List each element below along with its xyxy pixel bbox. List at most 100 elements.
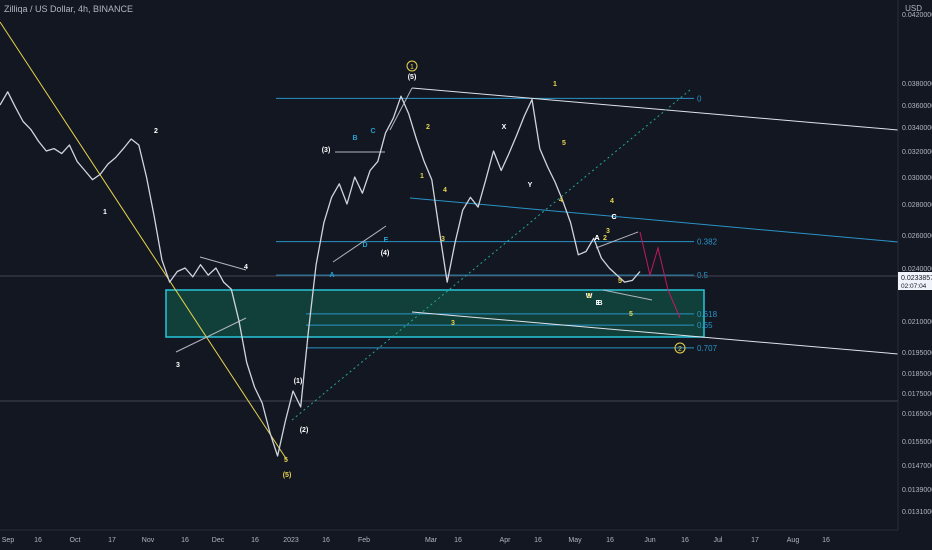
wave-label: Y xyxy=(528,182,533,189)
upper-channel-line xyxy=(411,87,899,131)
wave-label: W xyxy=(586,293,593,300)
wave-label: E xyxy=(384,237,389,244)
wave-label: 2 xyxy=(603,235,607,242)
wave-label: A xyxy=(594,235,599,242)
price-series-line xyxy=(0,91,641,457)
triangle-upper-line xyxy=(199,256,247,271)
projection-path xyxy=(639,231,681,319)
wave-label: (3) xyxy=(322,147,331,154)
currency-label: USD xyxy=(905,4,922,13)
wave-label: 3 xyxy=(176,362,180,369)
wave-label: 4 xyxy=(559,197,563,204)
circled-wave-marker xyxy=(674,342,686,354)
wave-label: 1 xyxy=(553,81,557,88)
x-tick-label: 16 xyxy=(181,537,189,544)
wave-label: 4 xyxy=(244,264,248,271)
y-tick-label: 0.01310000 xyxy=(902,509,932,516)
wave-label: (2) xyxy=(300,427,309,434)
wave-label: B xyxy=(352,135,357,142)
wedge-upper-line xyxy=(389,87,413,131)
wave-label: A xyxy=(329,272,334,279)
lower-channel-line xyxy=(411,311,899,355)
fib-level-label: 0.382 xyxy=(697,238,718,247)
x-tick-label: May xyxy=(568,537,582,544)
wave-label: 4 xyxy=(610,198,614,205)
circled-wave-label: 2 xyxy=(678,346,682,353)
wave-label: (1) xyxy=(294,378,303,385)
x-tick-label: Sep xyxy=(2,537,15,544)
x-tick-label: Feb xyxy=(358,537,370,544)
x-tick-label: 16 xyxy=(606,537,614,544)
x-tick-label: Dec xyxy=(212,537,225,544)
x-tick-label: 2023 xyxy=(283,537,299,544)
middle-channel-line xyxy=(409,197,899,243)
x-tick-label: 16 xyxy=(34,537,42,544)
wave-label: C xyxy=(611,214,616,221)
y-tick-label: 0.01470000 xyxy=(902,463,932,470)
ending-diagonal-lower xyxy=(602,289,653,301)
x-tick-label: Jul xyxy=(714,537,723,544)
wave-label: E xyxy=(596,300,601,307)
x-tick-label: Apr xyxy=(500,537,512,544)
circled-wave-label: 1 xyxy=(410,64,414,71)
fib-level-label: 0 xyxy=(697,94,702,103)
wave-label: 2 xyxy=(426,124,430,131)
y-tick-label: 0.03600000 xyxy=(902,103,932,110)
y-tick-label: 0.01750000 xyxy=(902,391,932,398)
wave-label: X xyxy=(502,124,507,131)
y-tick-label: 0.02400000 xyxy=(902,266,932,273)
y-tick-label: 0.01950000 xyxy=(902,350,932,357)
wave-label: (5) xyxy=(408,74,417,81)
y-tick-label: 0.01550000 xyxy=(902,439,932,446)
fib-level-label: 0.707 xyxy=(697,344,718,353)
y-tick-label: 0.04200000 xyxy=(902,12,932,19)
y-tick-label: 0.01850000 xyxy=(902,371,932,378)
wave-label: 1 xyxy=(420,173,424,180)
wave-label: 5 xyxy=(562,140,566,147)
x-tick-label: Jun xyxy=(644,537,655,544)
price-countdown: 02:07:04 xyxy=(901,283,927,290)
wave-label: 2 xyxy=(154,128,158,135)
wave-label: (5) xyxy=(283,472,292,479)
wave-label: B xyxy=(597,300,602,307)
x-tick-label: Aug xyxy=(787,537,800,544)
ending-diagonal-upper xyxy=(595,231,639,249)
x-tick-label: 16 xyxy=(822,537,830,544)
circled-wave-marker xyxy=(406,60,418,72)
x-tick-label: 16 xyxy=(322,537,330,544)
x-tick-label: 16 xyxy=(454,537,462,544)
x-tick-label: 17 xyxy=(108,537,116,544)
wave-label: 3 xyxy=(441,236,445,243)
dotted-trendline xyxy=(291,89,691,421)
current-price-box xyxy=(898,272,932,290)
wedge-lower-line xyxy=(332,225,387,263)
wave-label: 5 xyxy=(284,457,288,464)
chart-title: Zilliqa / US Dollar, 4h, BINANCE xyxy=(4,4,134,14)
y-tick-label: 0.03800000 xyxy=(902,81,932,88)
fib-level-label: 0.65 xyxy=(697,321,713,330)
x-tick-label: 16 xyxy=(534,537,542,544)
fib-level-label: 0.618 xyxy=(697,310,718,319)
triangle-lower-line xyxy=(175,317,247,353)
x-tick-label: 16 xyxy=(251,537,259,544)
wave-label: D xyxy=(362,242,367,249)
wave-label: 3 xyxy=(606,228,610,235)
y-tick-label: 0.02100000 xyxy=(902,319,932,326)
y-tick-label: 0.01650000 xyxy=(902,411,932,418)
yellow-trendline xyxy=(0,21,288,461)
wave-label: 5 xyxy=(618,278,622,285)
wave-label: 4 xyxy=(443,187,447,194)
y-tick-label: 0.03400000 xyxy=(902,125,932,132)
y-tick-label: 0.03200000 xyxy=(902,149,932,156)
wave-label: C xyxy=(611,214,616,221)
wave-label: 5 xyxy=(629,311,633,318)
x-tick-label: Oct xyxy=(70,537,81,544)
current-price-value: 0.02338573 xyxy=(901,275,932,282)
y-tick-label: 0.02800000 xyxy=(902,202,932,209)
wave-label: A xyxy=(594,235,599,242)
x-tick-label: Mar xyxy=(425,537,438,544)
y-tick-label: 0.03000000 xyxy=(902,175,932,182)
x-tick-label: Nov xyxy=(142,537,155,544)
wave-label: 1 xyxy=(103,209,107,216)
